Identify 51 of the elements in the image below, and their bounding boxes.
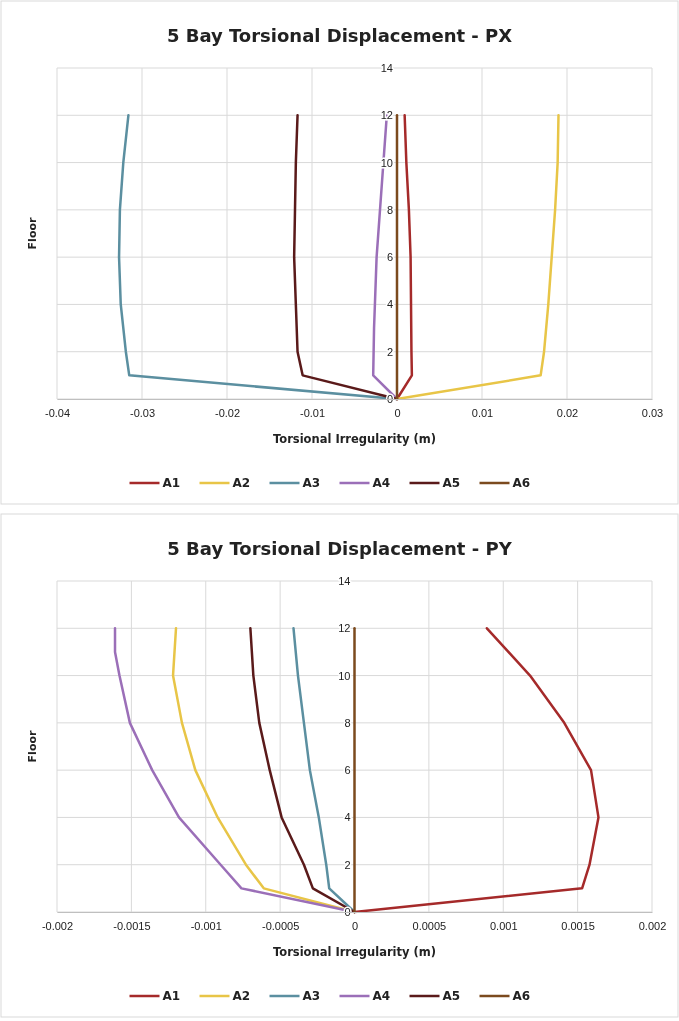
y-tick-label: 14 <box>338 575 351 588</box>
y-tick-label: 12 <box>380 109 393 122</box>
legend-label: A4 <box>372 476 391 490</box>
line-series <box>395 114 560 401</box>
x-tick-label: 0 <box>394 406 401 419</box>
x-tick-label: -0.02 <box>214 406 241 419</box>
x-tick-label: -0.002 <box>41 919 74 932</box>
legend-label: A3 <box>302 989 321 1003</box>
x-tick-label: -0.01 <box>299 406 326 419</box>
y-tick-label: 14 <box>380 62 393 75</box>
x-tick-label: -0.03 <box>129 406 156 419</box>
x-tick-label: 0.001 <box>489 919 518 932</box>
legend-label: A2 <box>232 989 251 1003</box>
y-axis-title: Floor <box>26 730 39 763</box>
x-tick-label: 0.002 <box>638 919 667 932</box>
y-tick-label: 8 <box>344 716 351 729</box>
y-tick-label: 4 <box>344 811 351 824</box>
x-tick-label: 0.0015 <box>561 919 595 932</box>
y-tick-label: 8 <box>386 203 393 216</box>
y-tick-label: 6 <box>344 764 351 777</box>
x-axis-title: Torsional Irregularity (m) <box>272 945 437 959</box>
x-tick-label: 0.03 <box>641 406 664 419</box>
line-series <box>353 627 356 914</box>
y-tick-label: 6 <box>386 251 393 264</box>
x-tick-label: -0.04 <box>44 406 71 419</box>
legend-label: A3 <box>302 476 321 490</box>
y-tick-label: 4 <box>386 298 393 311</box>
y-tick-label: 12 <box>338 622 351 635</box>
legend-label: A5 <box>442 476 461 490</box>
chart-title: 5 Bay Torsional Displacement - PY <box>167 538 513 559</box>
legend-label: A6 <box>512 476 531 490</box>
chart-title: 5 Bay Torsional Displacement - PX <box>166 25 513 46</box>
legend-label: A2 <box>232 476 251 490</box>
legend-label: A6 <box>512 989 531 1003</box>
x-tick-label: 0.0005 <box>412 919 447 932</box>
y-tick-label: 10 <box>338 669 351 682</box>
y-tick-label: 2 <box>344 858 351 871</box>
x-tick-label: -0.0005 <box>261 919 300 932</box>
y-axis-title: Floor <box>26 217 39 250</box>
line-series <box>353 627 600 914</box>
legend-label: A1 <box>162 476 181 490</box>
x-tick-label: 0.01 <box>471 406 494 419</box>
y-tick-label: 2 <box>386 345 393 358</box>
x-tick-label: -0.0015 <box>113 919 151 932</box>
x-tick-label: -0.001 <box>190 919 222 932</box>
legend-label: A5 <box>442 989 461 1003</box>
x-axis-title: Torsional Irregularity (m) <box>272 432 437 446</box>
x-tick-label: 0.02 <box>556 406 579 419</box>
line-series <box>395 114 399 401</box>
legend-label: A4 <box>372 989 391 1003</box>
legend-label: A1 <box>162 989 181 1003</box>
